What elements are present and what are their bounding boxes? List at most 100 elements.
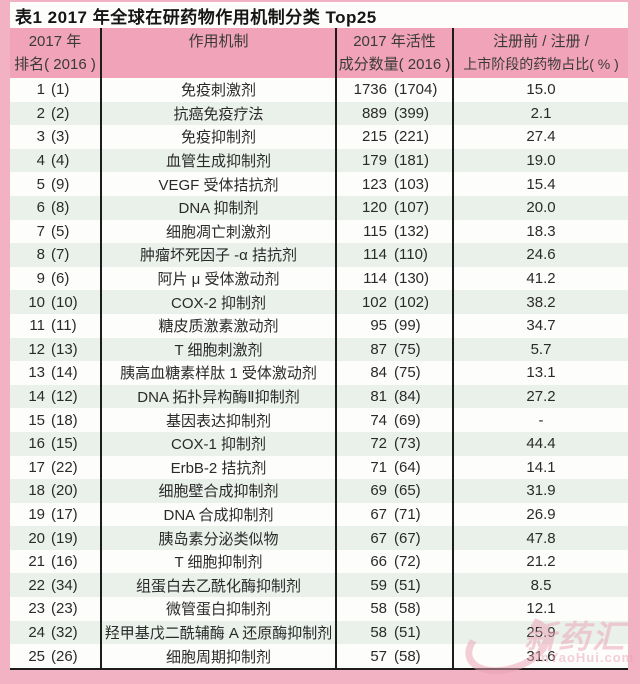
- rank-cell: 6 (8): [10, 196, 100, 220]
- count-2016-value: (181): [394, 152, 430, 170]
- rank-cell: 4 (4): [10, 149, 100, 173]
- pct-cell: 12.1: [452, 597, 628, 621]
- mechanism-cell: T 细胞刺激剂: [100, 337, 335, 362]
- rank-2017-value: 10: [28, 293, 45, 311]
- mechanism-cell: 组蛋白去乙酰化酶抑制剂: [100, 573, 335, 598]
- mechanism-cell: 肿瘤坏死因子 -α 拮抗剂: [100, 243, 335, 267]
- rank-2017-value: 18: [28, 482, 45, 500]
- mechanism-cell: 糖皮质激素激动剂: [100, 313, 335, 338]
- count-2017-value: 67: [370, 529, 387, 547]
- rank-2017-value: 22: [28, 576, 45, 594]
- count-2016-value: (51): [394, 623, 421, 641]
- count-2016-value: (99): [394, 317, 421, 335]
- count-2016-value: (58): [394, 647, 421, 665]
- count-2016-value: (67): [394, 529, 421, 547]
- mechanism-cell: T 细胞抑制剂: [100, 549, 335, 574]
- mechanism-cell: DNA 合成抑制剂: [100, 502, 335, 527]
- mechanism-cell: 胰岛素分泌类似物: [100, 526, 335, 550]
- table-row: 17 (22) ErbB-2 拮抗剂 71 (64) 14.1: [10, 455, 628, 480]
- count-cell: 215 (221): [335, 125, 452, 149]
- mechanism-cell: 阿片 μ 受体激动剂: [100, 266, 335, 291]
- count-2017-value: 81: [370, 388, 387, 406]
- table-row: 5 (9) VEGF 受体拮抗剂 123 (103) 15.4: [10, 172, 628, 196]
- pct-cell: 20.0: [452, 195, 628, 220]
- header-pct: 注册前 / 注册 / 上市阶段的药物占比( % ): [452, 28, 628, 78]
- count-2016-value: (107): [394, 199, 430, 217]
- rank-cell: 15 (18): [10, 408, 100, 432]
- table-row: 22 (34) 组蛋白去乙酰化酶抑制剂 59 (51) 8.5: [10, 573, 628, 598]
- rank-2017-value: 23: [28, 600, 45, 618]
- count-2017-value: 114: [363, 246, 387, 264]
- count-2017-value: 72: [370, 435, 387, 453]
- rank-2016-value: (3): [51, 128, 70, 146]
- rank-2017-value: 14: [28, 388, 45, 406]
- rank-cell: 13 (14): [10, 361, 100, 385]
- pct-cell: 19.0: [452, 148, 628, 173]
- table-row: 9 (6) 阿片 μ 受体激动剂 114 (130) 41.2: [10, 266, 628, 291]
- rank-cell: 20 (19): [10, 526, 100, 550]
- rank-cell: 8 (7): [10, 243, 100, 267]
- count-cell: 115 (132): [335, 219, 452, 244]
- count-cell: 102 (102): [335, 290, 452, 314]
- header-pct-line2: 上市阶段的药物占比( % ): [463, 56, 619, 72]
- header-mechanism-line1: 作用机制: [188, 33, 249, 50]
- rank-cell: 16 (15): [10, 432, 100, 456]
- rank-2016-value: (11): [51, 317, 77, 335]
- count-2017-value: 102: [361, 293, 387, 311]
- header-count-line2: 成分数量( 2016 ): [338, 56, 451, 73]
- count-2017-value: 58: [370, 623, 387, 641]
- count-2017-value: 1736: [353, 81, 387, 99]
- rank-2017-value: 16: [28, 435, 45, 453]
- rank-2016-value: (23): [51, 600, 78, 618]
- pct-cell: 24.6: [452, 243, 628, 267]
- rank-2016-value: (14): [51, 364, 78, 382]
- rank-2016-value: (6): [51, 270, 70, 288]
- pct-cell: 41.2: [452, 266, 628, 291]
- count-cell: 179 (181): [335, 148, 452, 173]
- pct-cell: 31.9: [452, 479, 628, 503]
- count-2017-value: 215: [361, 128, 387, 146]
- count-2017-value: 58: [370, 600, 387, 618]
- pct-cell: 15.0: [452, 78, 628, 102]
- count-2017-value: 67: [370, 505, 387, 523]
- count-2017-value: 84: [370, 364, 387, 382]
- count-cell: 59 (51): [335, 573, 452, 598]
- rank-2017-value: 3: [36, 128, 45, 146]
- rank-cell: 24 (32): [10, 621, 100, 645]
- count-2016-value: (73): [394, 435, 421, 453]
- table-row: 23 (23) 微管蛋白抑制剂 58 (58) 12.1: [10, 597, 628, 621]
- mechanism-cell: 抗癌免疫疗法: [100, 101, 335, 126]
- rank-2017-value: 25: [28, 647, 45, 665]
- rank-2016-value: (22): [51, 458, 78, 476]
- rank-cell: 23 (23): [10, 597, 100, 621]
- count-cell: 87 (75): [335, 337, 452, 362]
- table-header: 2017 年 排名( 2016 ) 作用机制 2017 年活性 成分数量( 20…: [10, 28, 628, 78]
- rank-cell: 18 (20): [10, 479, 100, 503]
- count-cell: 123 (103): [335, 172, 452, 196]
- rank-2016-value: (26): [51, 647, 78, 665]
- table-body: 1 (1) 免疫刺激剂 1736 (1704) 15.0 2 (2) 抗癌免疫疗…: [10, 78, 628, 668]
- header-mechanism: 作用机制: [100, 28, 335, 78]
- mechanism-cell: COX-1 抑制剂: [100, 431, 335, 456]
- count-2017-value: 179: [361, 152, 387, 170]
- count-2017-value: 59: [370, 576, 387, 594]
- mechanism-cell: 细胞凋亡刺激剂: [100, 219, 335, 244]
- pct-cell: 44.4: [452, 431, 628, 456]
- pct-cell: 34.7: [452, 313, 628, 338]
- rank-cell: 14 (12): [10, 385, 100, 409]
- count-cell: 67 (71): [335, 502, 452, 527]
- count-2017-value: 87: [370, 340, 387, 358]
- rank-2016-value: (7): [51, 246, 70, 264]
- table-row: 3 (3) 免疫抑制剂 215 (221) 27.4: [10, 125, 628, 149]
- mechanism-cell: 细胞周期抑制剂: [100, 644, 335, 668]
- pct-cell: 38.2: [452, 290, 628, 314]
- table-row: 25 (26) 细胞周期抑制剂 57 (58) 31.6: [10, 644, 628, 668]
- count-2017-value: 120: [361, 199, 387, 217]
- mechanism-cell: 免疫抑制剂: [100, 125, 335, 149]
- header-rank: 2017 年 排名( 2016 ): [10, 28, 100, 78]
- count-2017-value: 74: [370, 411, 387, 429]
- pct-cell: 8.5: [452, 573, 628, 598]
- table-row: 7 (5) 细胞凋亡刺激剂 115 (132) 18.3: [10, 219, 628, 244]
- rank-cell: 21 (16): [10, 550, 100, 574]
